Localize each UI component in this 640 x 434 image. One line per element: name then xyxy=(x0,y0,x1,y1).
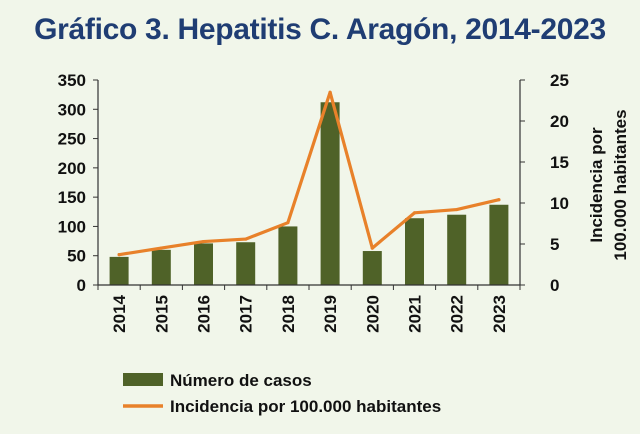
line-point-2017 xyxy=(244,237,248,241)
x-tick-label: 2018 xyxy=(279,295,298,333)
left-tick-label: 0 xyxy=(77,276,86,295)
bar-2021 xyxy=(405,218,424,285)
x-tick-label: 2022 xyxy=(448,295,467,333)
right-axis-ticks: 0 5 10 15 20 25 xyxy=(520,71,569,295)
bar-2018 xyxy=(278,226,298,285)
right-axis-title: Incidencia por 100.000 habitantes xyxy=(587,109,630,260)
left-tick-label: 100 xyxy=(58,217,86,236)
left-tick-label: 200 xyxy=(58,159,86,178)
line-point-2023 xyxy=(497,198,501,202)
bar-series xyxy=(109,102,509,285)
right-tick-label: 25 xyxy=(550,71,569,90)
bar-2014 xyxy=(109,256,129,285)
x-tick-label: 2020 xyxy=(363,295,382,333)
bar-2017 xyxy=(236,242,256,285)
axes xyxy=(97,80,521,290)
bar-2022 xyxy=(447,214,467,285)
left-tick-label: 350 xyxy=(58,71,86,90)
legend: Número de casos Incidencia por 100.000 ha… xyxy=(123,371,441,416)
x-tick-label: 2019 xyxy=(321,295,340,333)
bar-2023 xyxy=(489,204,509,285)
legend-label-incidence: Incidencia por 100.000 habitantes xyxy=(170,397,441,416)
x-tick-label: 2016 xyxy=(195,295,214,333)
line-point-2015 xyxy=(159,246,163,250)
line-point-2022 xyxy=(455,207,459,212)
x-tick-label: 2021 xyxy=(406,295,425,333)
line-point-2021 xyxy=(412,211,417,215)
line-point-2018 xyxy=(286,221,290,225)
right-axis-title-line: Incidencia por xyxy=(587,127,606,243)
line-point-2014 xyxy=(117,253,121,257)
bar-2019 xyxy=(320,102,340,285)
right-tick-label: 0 xyxy=(550,276,559,295)
x-tick-label: 2023 xyxy=(490,295,509,333)
left-tick-label: 150 xyxy=(58,188,86,207)
chart-title: Gráfico 3. Hepatitis C. Aragón, 2014-202… xyxy=(34,13,606,46)
x-axis-labels: 2014 2015 2016 2017 2018 2019 2020 2021 2022 2023 xyxy=(110,294,509,332)
left-tick-label: 50 xyxy=(67,247,86,266)
right-tick-label: 10 xyxy=(550,194,569,213)
left-axis-ticks: 0 50 100 150 200 250 300 350 xyxy=(58,71,98,295)
incidence-line xyxy=(117,90,501,257)
left-tick-label: 300 xyxy=(58,100,86,119)
x-tick-label: 2017 xyxy=(237,295,256,333)
legend-label-cases: Número de casos xyxy=(170,371,312,390)
left-tick-label: 250 xyxy=(58,130,86,149)
bar-2016 xyxy=(194,243,213,285)
line-point-2019 xyxy=(328,90,332,94)
x-tick-label: 2015 xyxy=(152,295,171,333)
line-point-2016 xyxy=(201,239,206,244)
line-series xyxy=(117,90,501,257)
right-tick-label: 5 xyxy=(550,235,559,254)
x-tick-label: 2014 xyxy=(110,294,129,332)
right-tick-label: 20 xyxy=(550,112,569,131)
right-tick-label: 15 xyxy=(550,153,569,172)
bar-2020 xyxy=(362,251,382,285)
line-point-2020 xyxy=(370,246,374,250)
legend-bar-swatch xyxy=(123,373,163,386)
right-axis-title-line: 100.000 habitantes xyxy=(611,109,630,260)
bar-2015 xyxy=(151,249,171,285)
